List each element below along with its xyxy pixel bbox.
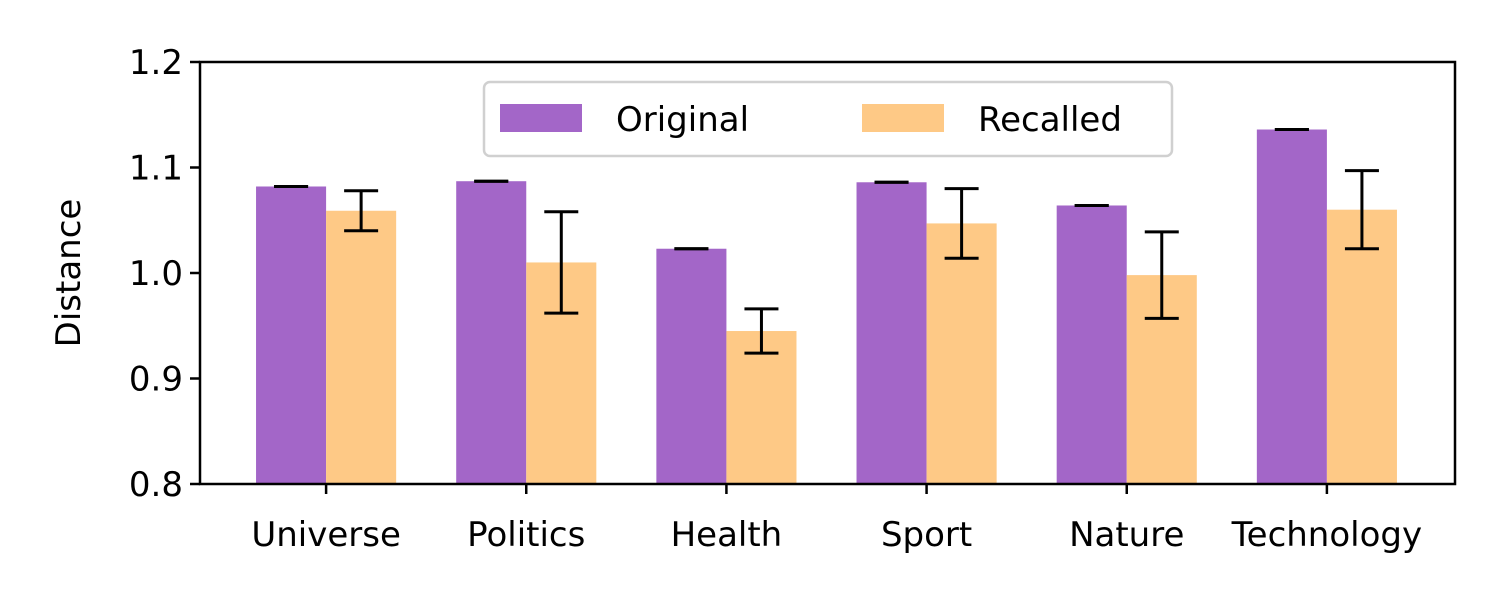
errorbar-recalled-health [744,307,779,355]
x-axis: Universe Politics Health Sport Nature Technol… [251,484,1422,555]
x-tick-label-universe: Universe [251,515,401,555]
errorbar-recalled-nature [1144,230,1179,320]
y-tick-label: 1.2 [129,43,183,83]
y-tick-label: 0.9 [129,360,183,400]
errorbar-recalled-universe [344,189,379,233]
errorbar-recalled-politics [544,210,579,315]
bar-original-politics [456,181,527,484]
bar-original-sport [856,182,927,484]
y-tick-label: 0.8 [129,465,183,505]
legend-box [482,80,1174,158]
legend: Original Recalled [482,80,1174,158]
x-tick-label-politics: Politics [467,515,585,555]
legend-label-recalled: Recalled [978,100,1122,140]
errorbar-recalled-technology [1344,169,1379,251]
bar-recalled-technology [1326,209,1397,484]
bar-original-nature [1056,205,1127,485]
y-axis: 0.8 0.9 1.0 1.1 1.2 [129,43,200,505]
bar-original-universe [256,186,327,485]
x-tick-label-health: Health [671,515,783,555]
legend-label-original: Original [616,100,749,140]
error-bars-group [274,128,1379,355]
bar-original-technology [1256,129,1327,484]
bar-recalled-universe [326,210,397,484]
x-tick-label-sport: Sport [881,515,972,555]
errorbar-recalled-sport [944,187,979,260]
legend-swatch-recalled [862,104,944,132]
bar-original-health [656,248,727,484]
x-tick-label-nature: Nature [1069,515,1184,555]
y-tick-label: 1.1 [129,149,183,189]
bars-group [256,129,1397,485]
x-tick-label-technology: Technology [1231,515,1422,555]
bar-recalled-health [726,331,797,484]
legend-swatch-original [500,104,582,132]
bar-recalled-sport [926,223,997,485]
y-tick-label: 1.0 [129,254,183,294]
y-axis-label: Distance [49,199,89,348]
